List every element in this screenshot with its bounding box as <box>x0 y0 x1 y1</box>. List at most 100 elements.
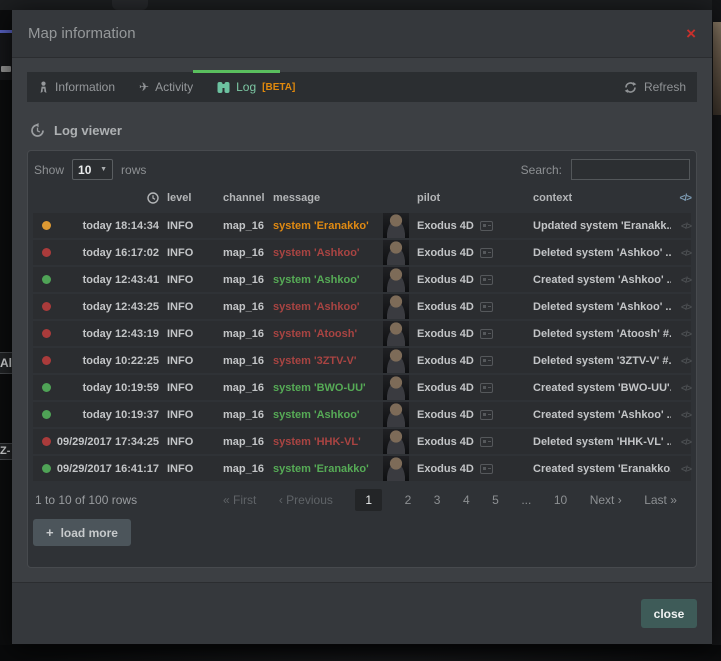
row-context: Deleted system 'Ashkoo' ... <box>531 247 671 259</box>
row-message: system 'Ashkoo' <box>265 301 383 313</box>
pilot-card-icon <box>480 248 493 258</box>
status-dot <box>42 356 51 365</box>
search-input[interactable] <box>571 159 690 180</box>
row-message: system '3ZTV-V' <box>265 355 383 367</box>
code-icon[interactable]: </> <box>671 383 691 393</box>
status-dot <box>42 302 51 311</box>
row-context: Deleted system 'Atoosh' #... <box>531 328 671 340</box>
show-label: Show <box>34 163 64 177</box>
header-channel[interactable]: channel <box>215 192 265 204</box>
pagination-item[interactable]: Next › <box>590 493 622 507</box>
status-dot <box>42 410 51 419</box>
pagination-item[interactable]: 10 <box>554 493 567 507</box>
pagination-item[interactable]: 1 <box>355 489 382 511</box>
pagination-item[interactable]: Last » <box>644 493 677 507</box>
pagination-item[interactable]: 4 <box>463 493 470 507</box>
header-level[interactable]: level <box>159 192 215 204</box>
header-pilot[interactable]: pilot <box>411 192 531 204</box>
background-top-strip <box>0 0 721 10</box>
row-channel: map_16 <box>215 301 265 313</box>
pilot-avatar <box>383 456 409 481</box>
pagination-item[interactable]: 5 <box>492 493 499 507</box>
table-row: today 12:43:19 INFO map_16 system 'Atoos… <box>33 321 691 346</box>
pilot-avatar <box>383 267 409 292</box>
page-size-select[interactable]: 10 ▼ <box>72 159 113 180</box>
pilot-card-icon <box>480 221 493 231</box>
code-icon[interactable]: </> <box>671 464 691 474</box>
code-icon[interactable]: </> <box>671 221 691 231</box>
background-image-fragment <box>713 22 721 115</box>
table-row: 09/29/2017 17:34:25 INFO map_16 system '… <box>33 429 691 454</box>
row-message: system 'Atoosh' <box>265 328 383 340</box>
table-controls: Show 10 ▼ rows Search: <box>34 159 690 180</box>
load-more-button[interactable]: + load more <box>33 519 131 546</box>
code-icon[interactable]: </> <box>671 302 691 312</box>
status-dot <box>42 221 51 230</box>
pilot-card-icon <box>480 410 493 420</box>
tab-activity-label: Activity <box>155 80 193 94</box>
header-message[interactable]: message <box>265 192 383 204</box>
row-level: INFO <box>159 247 215 259</box>
pilot-name: Exodus 4D <box>417 463 474 475</box>
header-context[interactable]: context <box>531 192 671 204</box>
beta-badge: [BETA] <box>262 82 295 93</box>
row-context: Created system 'Ashkoo' ... <box>531 409 671 421</box>
row-channel: map_16 <box>215 274 265 286</box>
row-time: today 10:19:59 <box>55 382 159 394</box>
pagination-item[interactable]: 2 <box>405 493 412 507</box>
active-tab-indicator <box>193 70 280 73</box>
row-channel: map_16 <box>215 463 265 475</box>
pilot-card-icon <box>480 437 493 447</box>
pilot-card-icon <box>480 329 493 339</box>
table-row: today 12:43:41 INFO map_16 system 'Ashko… <box>33 267 691 292</box>
row-level: INFO <box>159 274 215 286</box>
row-message: system 'Eranakko' <box>265 220 383 232</box>
row-time: 09/29/2017 16:41:17 <box>55 463 159 475</box>
status-dot <box>42 464 51 473</box>
pagination-item[interactable]: ‹ Previous <box>279 493 333 507</box>
row-message: system 'Ashkoo' <box>265 274 383 286</box>
tab-activity[interactable]: ✈ Activity <box>139 80 193 94</box>
row-channel: map_16 <box>215 382 265 394</box>
row-context: Updated system 'Eranakk... <box>531 220 671 232</box>
refresh-button[interactable]: Refresh <box>624 80 686 94</box>
refresh-label: Refresh <box>644 80 686 94</box>
row-time: today 18:14:34 <box>55 220 159 232</box>
pilot-card-icon <box>480 464 493 474</box>
code-icon[interactable]: </> <box>671 329 691 339</box>
plus-icon: + <box>46 525 54 540</box>
pilot-avatar <box>383 348 409 373</box>
tab-information[interactable]: Information <box>38 80 115 94</box>
pilot-avatar <box>383 402 409 427</box>
row-context: Deleted system '3ZTV-V' #... <box>531 355 671 367</box>
pilot-card-icon <box>480 275 493 285</box>
code-icon[interactable]: </> <box>671 275 691 285</box>
pagination-item[interactable]: « First <box>223 493 256 507</box>
chevron-down-icon: ▼ <box>100 166 107 173</box>
tab-log[interactable]: Log [BETA] <box>217 80 295 94</box>
code-icon[interactable]: </> <box>671 437 691 447</box>
map-information-dialog: Map information × Information ✈ Activity <box>12 10 712 644</box>
binoculars-icon <box>217 81 230 94</box>
pilot-name: Exodus 4D <box>417 247 474 259</box>
code-icon[interactable]: </> <box>671 410 691 420</box>
row-context: Created system 'Eranakko... <box>531 463 671 475</box>
table-body: today 18:14:34 INFO map_16 system 'Erana… <box>33 213 691 481</box>
tab-bar: Information ✈ Activity Log [BETA] <box>27 72 697 102</box>
table-row: today 12:43:25 INFO map_16 system 'Ashko… <box>33 294 691 319</box>
row-time: today 12:43:19 <box>55 328 159 340</box>
code-icon[interactable]: </> <box>671 248 691 258</box>
code-icon[interactable]: </> <box>671 356 691 366</box>
status-dot <box>42 383 51 392</box>
close-icon[interactable]: × <box>686 25 696 42</box>
pilot-name: Exodus 4D <box>417 436 474 448</box>
row-message: system 'Eranakko' <box>265 463 383 475</box>
pagination-item[interactable]: 3 <box>434 493 441 507</box>
table-row: today 16:17:02 INFO map_16 system 'Ashko… <box>33 240 691 265</box>
close-button[interactable]: close <box>641 599 697 628</box>
pagination-item[interactable]: ... <box>521 493 531 507</box>
row-level: INFO <box>159 436 215 448</box>
pilot-card-icon <box>480 356 493 366</box>
row-channel: map_16 <box>215 247 265 259</box>
row-level: INFO <box>159 463 215 475</box>
